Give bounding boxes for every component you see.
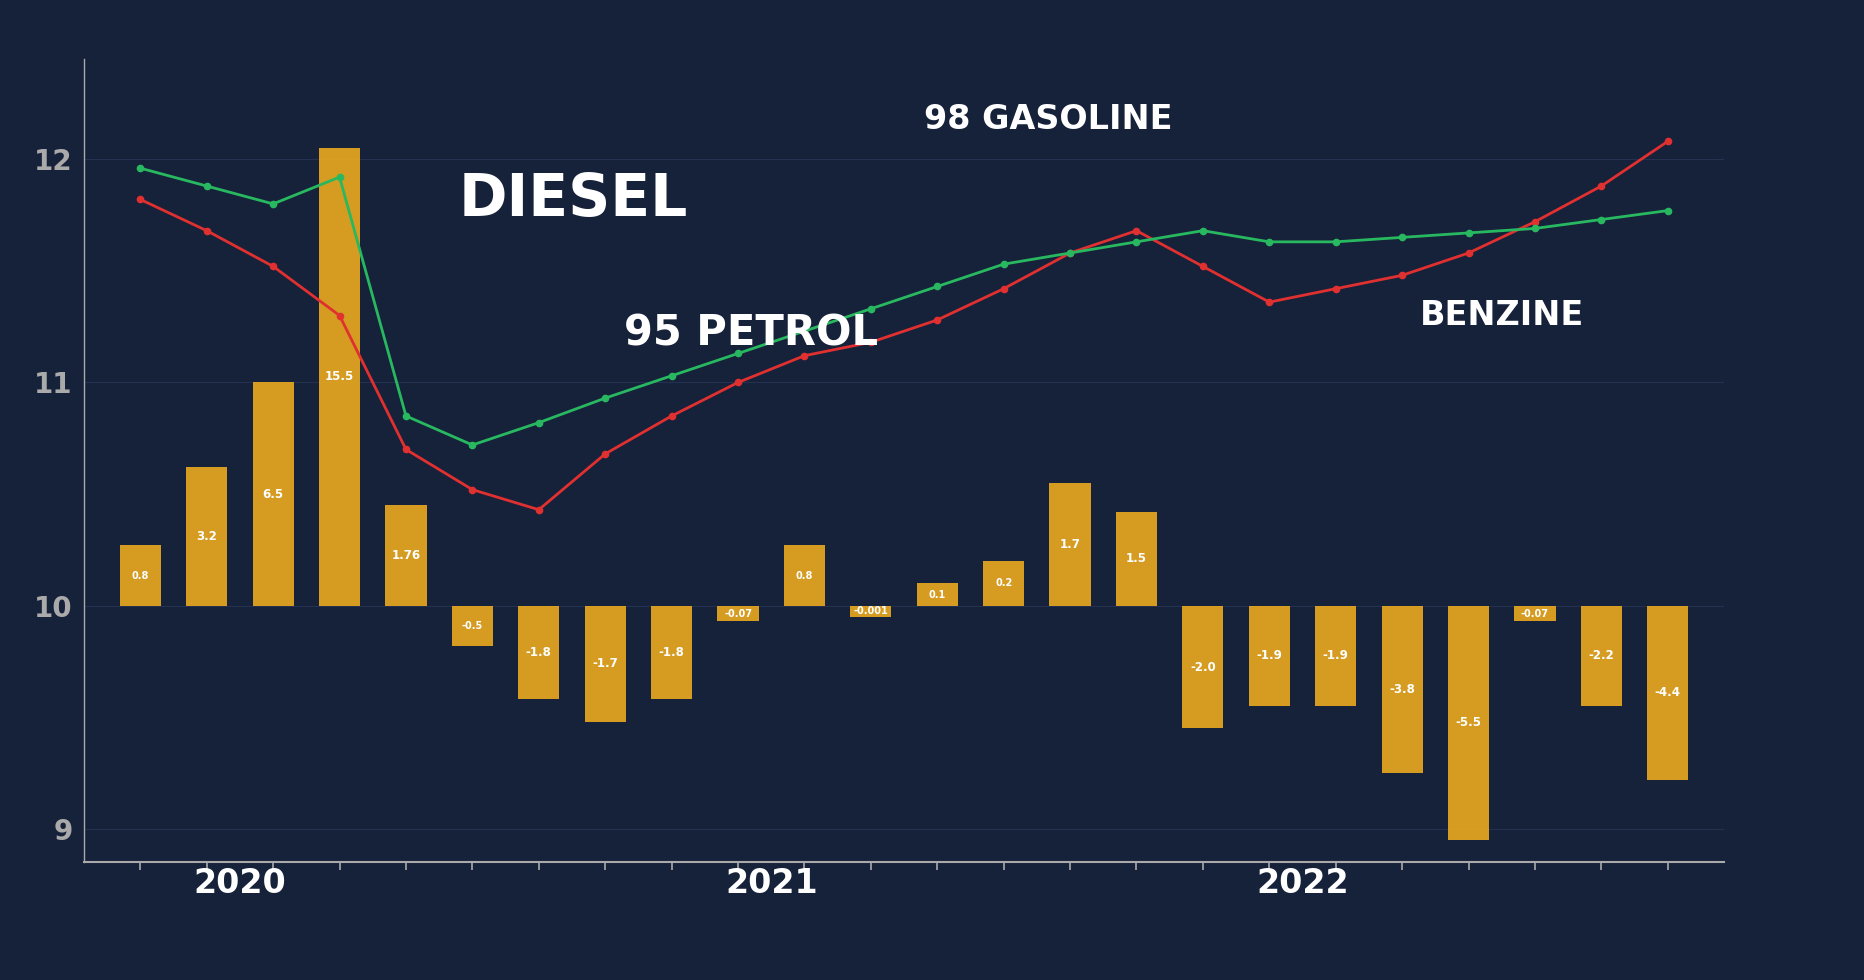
Bar (252, 382, 295, 606)
Text: BENZINE: BENZINE (1420, 299, 1584, 332)
Bar (451, 606, 492, 646)
Bar (1316, 606, 1357, 707)
Text: 6.5: 6.5 (263, 488, 283, 501)
Bar (1249, 606, 1290, 707)
Text: 98 GASOLINE: 98 GASOLINE (925, 103, 1172, 135)
Bar (1381, 606, 1422, 773)
Text: 2022: 2022 (1256, 867, 1350, 901)
Text: -1.8: -1.8 (526, 646, 552, 660)
Text: 2020: 2020 (194, 867, 287, 901)
Bar (785, 546, 826, 606)
Text: DIESEL: DIESEL (459, 171, 688, 228)
Text: 1.5: 1.5 (1126, 553, 1146, 565)
Text: 15.5: 15.5 (324, 370, 354, 383)
Text: 1.76: 1.76 (391, 549, 421, 562)
Bar (319, 148, 360, 606)
Text: -0.07: -0.07 (1521, 609, 1549, 618)
Text: 0.1: 0.1 (928, 590, 945, 600)
Bar (186, 467, 227, 606)
Bar (1117, 512, 1158, 606)
Bar (119, 546, 160, 606)
Bar (518, 606, 559, 700)
Text: 0.2: 0.2 (995, 578, 1012, 588)
Bar (718, 606, 759, 621)
Bar (1581, 606, 1622, 707)
Bar (1182, 606, 1223, 728)
Bar (850, 606, 891, 616)
Bar (1049, 483, 1090, 606)
Text: -0.07: -0.07 (723, 609, 751, 618)
Text: 0.8: 0.8 (132, 570, 149, 580)
Bar (585, 606, 626, 721)
Bar (386, 506, 427, 606)
Text: -0.001: -0.001 (854, 607, 889, 616)
Text: -1.9: -1.9 (1256, 650, 1282, 662)
Text: 2021: 2021 (725, 867, 818, 901)
Bar (1514, 606, 1556, 621)
Bar (651, 606, 692, 700)
Text: 95 PETROL: 95 PETROL (624, 313, 878, 355)
Bar (917, 583, 958, 606)
Text: -1.9: -1.9 (1323, 650, 1350, 662)
Text: -5.5: -5.5 (1456, 716, 1482, 729)
Text: -4.4: -4.4 (1655, 686, 1681, 700)
Text: -3.8: -3.8 (1389, 683, 1415, 696)
Text: -1.8: -1.8 (658, 646, 684, 660)
Text: -2.2: -2.2 (1588, 650, 1614, 662)
Bar (1648, 606, 1689, 780)
Text: -1.7: -1.7 (593, 658, 619, 670)
Bar (1448, 606, 1489, 840)
Text: 3.2: 3.2 (196, 530, 218, 543)
Text: -0.5: -0.5 (462, 620, 483, 631)
Text: 0.8: 0.8 (796, 570, 813, 580)
Text: 1.7: 1.7 (1059, 538, 1081, 551)
Bar (982, 562, 1023, 606)
Text: -2.0: -2.0 (1189, 661, 1215, 673)
